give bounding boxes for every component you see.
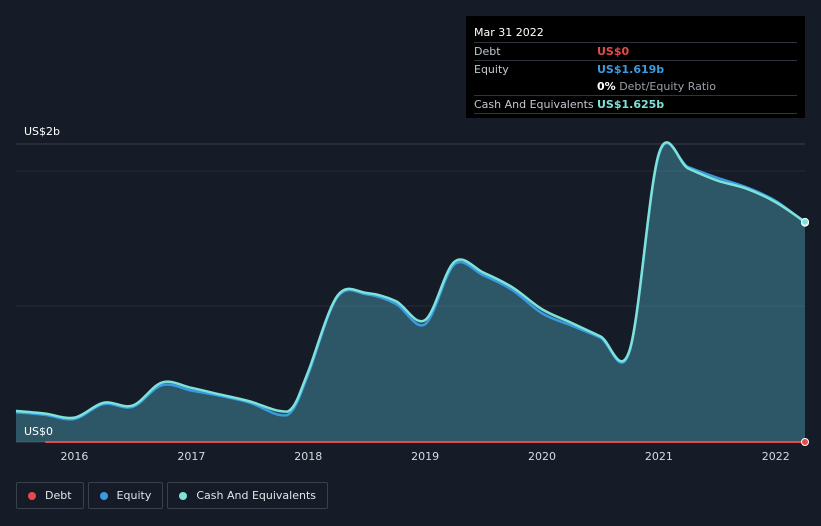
legend-item-debt[interactable]: Debt [16,482,84,509]
legend-item-equity[interactable]: Equity [87,482,164,509]
tooltip-value: 0% [597,80,616,93]
series-end-marker-cash-and-equivalents [801,217,809,226]
tooltip-label: Cash And Equivalents [474,98,594,111]
legend-dot-icon [179,491,188,500]
tooltip-row-cash: Cash And Equivalents US$1.625b [474,96,797,114]
legend-item-cash[interactable]: Cash And Equivalents [167,482,328,509]
legend-label: Cash And Equivalents [196,489,316,502]
area-equity [16,143,805,442]
y-axis-bottom-label: US$0 [24,425,54,438]
y-axis-top-label: US$2b [24,125,61,138]
x-tick-label: 2020 [528,450,556,463]
tooltip-row-ratio: 0% Debt/Equity Ratio [474,78,797,96]
x-tick-label: 2018 [294,450,323,463]
tooltip-ratio: 0% Debt/Equity Ratio [597,78,716,95]
tooltip-value: US$1.625b [597,98,665,111]
legend-label: Debt [45,489,72,502]
x-tick-label: 2022 [761,450,790,463]
legend: Debt Equity Cash And Equivalents [16,482,328,509]
tooltip-label [474,78,597,95]
data-tooltip: Mar 31 2022 Debt US$0 Equity US$1.619b 0… [466,16,805,118]
chart-markers [801,217,809,446]
x-tick-label: 2019 [411,450,440,463]
tooltip-row-debt: Debt US$0 [474,43,797,61]
area-cash-and-equivalents [16,142,805,442]
tooltip-date: Mar 31 2022 [474,24,797,43]
tooltip-label: Equity [474,63,509,76]
x-tick-label: 2021 [644,450,673,463]
series-line-cash-and-equivalents [15,141,806,420]
tooltip-ratio-label: Debt/Equity Ratio [619,80,716,93]
tooltip-label: Debt [474,45,501,58]
x-tick-label: 2016 [60,450,89,463]
chart-areas [16,142,805,442]
legend-label: Equity [116,489,152,502]
tooltip-value: US$1.619b [597,63,665,76]
series-end-marker-debt [801,438,809,446]
x-tick-label: 2017 [177,450,206,463]
legend-dot-icon [99,491,108,500]
legend-dot-icon [28,491,36,500]
tooltip-row-equity: Equity US$1.619b [474,61,797,78]
chart-lines [15,141,806,443]
tooltip-value: US$0 [597,45,630,58]
